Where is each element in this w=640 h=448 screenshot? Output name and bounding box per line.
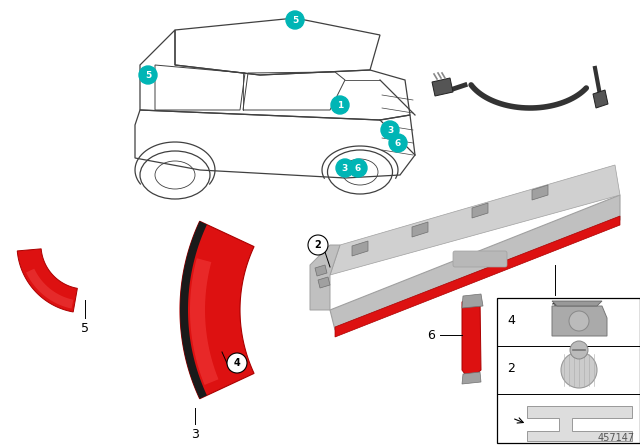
Text: 2: 2 — [315, 240, 321, 250]
Text: 1: 1 — [337, 100, 343, 109]
Circle shape — [389, 134, 407, 152]
Text: 457147: 457147 — [598, 433, 635, 443]
FancyBboxPatch shape — [497, 298, 640, 443]
Text: 3: 3 — [191, 428, 199, 441]
Circle shape — [331, 96, 349, 114]
Polygon shape — [412, 222, 428, 237]
Circle shape — [570, 341, 588, 359]
Polygon shape — [318, 277, 330, 288]
Circle shape — [381, 121, 399, 139]
Polygon shape — [552, 306, 607, 336]
Polygon shape — [532, 185, 548, 200]
Circle shape — [227, 353, 247, 373]
Circle shape — [569, 311, 589, 331]
Text: 5: 5 — [145, 70, 151, 79]
Text: 6: 6 — [395, 138, 401, 147]
Text: 6: 6 — [355, 164, 361, 172]
Circle shape — [139, 66, 157, 84]
Text: 6: 6 — [427, 328, 435, 341]
Circle shape — [336, 159, 354, 177]
Circle shape — [561, 352, 597, 388]
Polygon shape — [552, 301, 602, 306]
FancyBboxPatch shape — [453, 251, 507, 267]
Polygon shape — [593, 90, 608, 108]
Polygon shape — [527, 406, 632, 441]
Circle shape — [349, 159, 367, 177]
Polygon shape — [462, 296, 481, 376]
Text: 3: 3 — [342, 164, 348, 172]
Polygon shape — [26, 269, 74, 309]
Text: 4: 4 — [507, 314, 515, 327]
Polygon shape — [330, 165, 620, 275]
Polygon shape — [432, 78, 453, 96]
Circle shape — [286, 11, 304, 29]
Text: 5: 5 — [292, 16, 298, 25]
Polygon shape — [315, 265, 327, 276]
Text: 5: 5 — [81, 322, 89, 335]
Circle shape — [308, 235, 328, 255]
Polygon shape — [17, 249, 77, 312]
Text: 2: 2 — [507, 362, 515, 375]
Polygon shape — [190, 258, 218, 385]
Polygon shape — [462, 294, 483, 308]
Polygon shape — [180, 221, 207, 399]
Polygon shape — [310, 245, 340, 310]
Polygon shape — [335, 216, 620, 337]
Polygon shape — [462, 372, 481, 384]
Text: 3: 3 — [387, 125, 393, 134]
Polygon shape — [472, 203, 488, 218]
Text: 1: 1 — [551, 302, 559, 315]
Text: 4: 4 — [234, 358, 241, 368]
Polygon shape — [330, 195, 620, 330]
Polygon shape — [352, 241, 368, 256]
Polygon shape — [180, 221, 254, 399]
